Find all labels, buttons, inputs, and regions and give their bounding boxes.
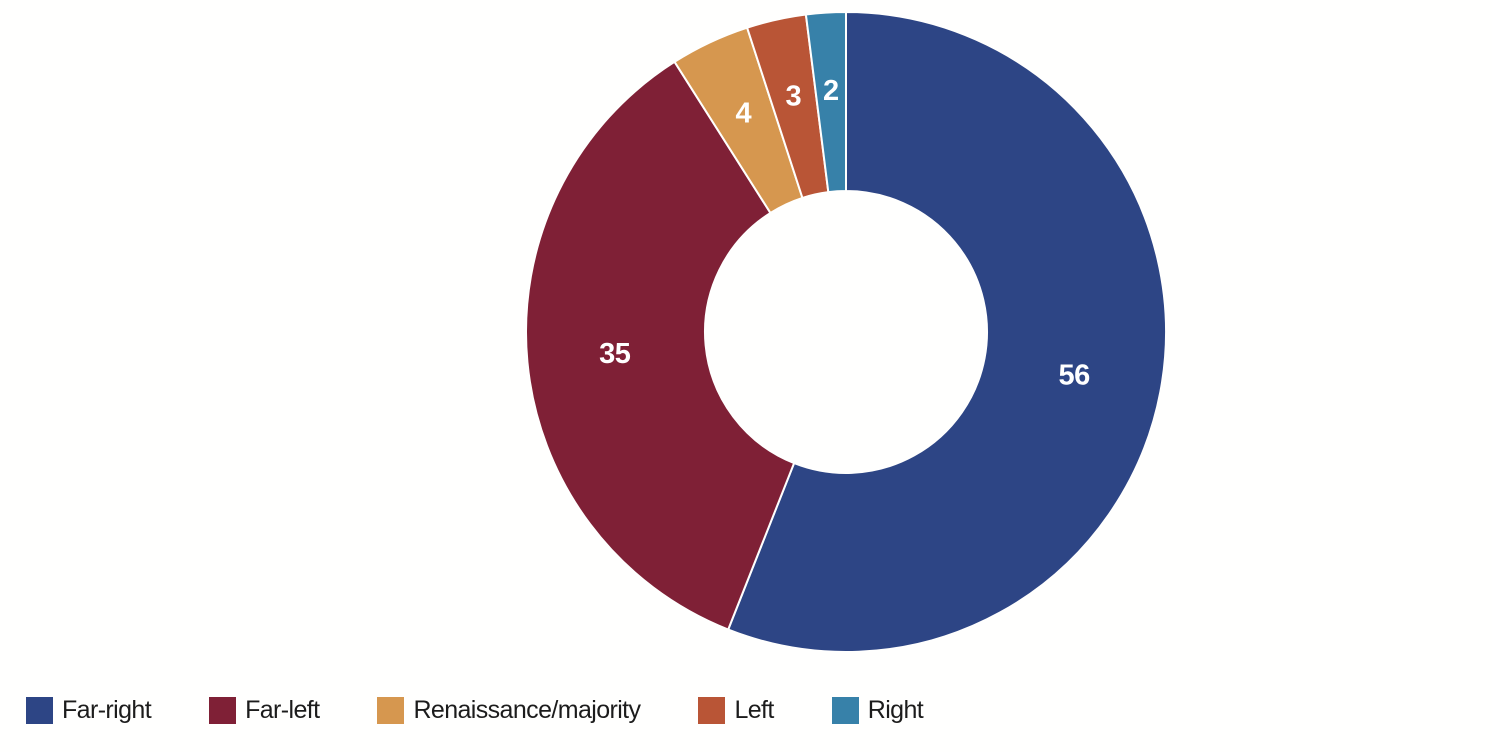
chart-legend: Far-right Far-left Renaissance/majority … xyxy=(26,696,924,725)
slice-value-label: 4 xyxy=(735,98,751,130)
legend-label-right: Right xyxy=(867,696,924,724)
legend-swatch-far-left xyxy=(209,697,237,724)
slice-value-label: 2 xyxy=(823,75,839,107)
slice-far-right[interactable] xyxy=(726,10,1167,653)
slice-value-label: 56 xyxy=(1059,360,1091,392)
legend-label-far-right: Far-right xyxy=(62,696,152,724)
legend-label-renaissance-majority: Renaissance/majority xyxy=(413,696,641,724)
slice-value-label: 3 xyxy=(786,81,802,113)
legend-item-far-right[interactable]: Far-right xyxy=(26,696,152,725)
legend-item-left[interactable]: Left xyxy=(698,696,774,725)
legend-label-left: Left xyxy=(734,696,774,724)
legend-swatch-right xyxy=(831,697,859,724)
legend-item-far-left[interactable]: Far-left xyxy=(209,696,320,725)
donut-slices xyxy=(525,10,1167,653)
slice-value-label: 35 xyxy=(599,338,631,370)
legend-item-right[interactable]: Right xyxy=(831,696,924,725)
legend-swatch-left xyxy=(698,697,726,724)
slice-far-left[interactable] xyxy=(525,60,796,631)
legend-label-far-left: Far-left xyxy=(245,696,320,724)
donut-slice-labels: 56 35 4 3 2 xyxy=(599,75,1091,392)
legend-swatch-far-right xyxy=(26,697,53,724)
legend-swatch-renaissance-majority xyxy=(377,697,405,724)
slice-right[interactable] xyxy=(804,10,847,194)
legend-item-renaissance-majority[interactable]: Renaissance/majority xyxy=(377,696,641,725)
